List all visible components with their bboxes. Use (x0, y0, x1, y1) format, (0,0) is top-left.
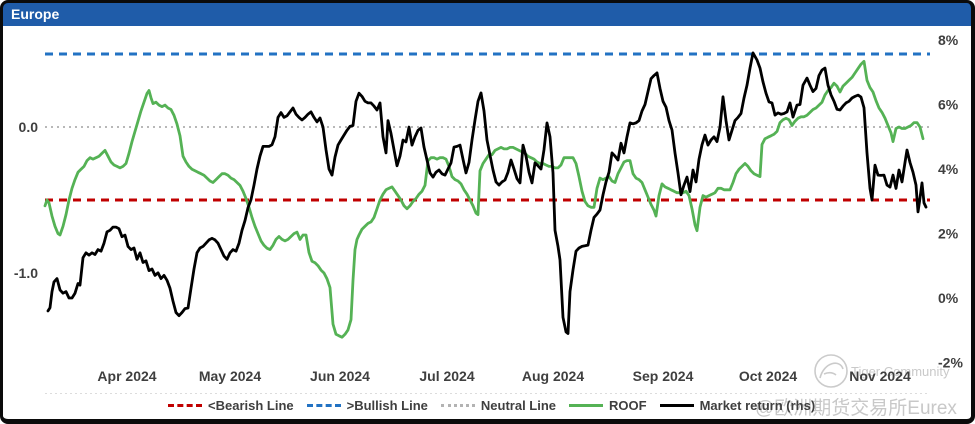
right-axis-tick: 0% (938, 290, 959, 306)
legend-label: <Bearish Line (208, 397, 294, 413)
legend-item-neutral-line: Neutral Line (440, 397, 557, 413)
legend-swatch (569, 403, 604, 407)
watermark-text: Tiger Community (851, 364, 950, 379)
x-axis-label: Aug 2024 (522, 368, 584, 384)
legend-swatch (659, 403, 694, 407)
legend-label: Neutral Line (480, 397, 557, 413)
right-axis-tick: 2% (938, 226, 959, 242)
right-axis-tick: 8% (938, 32, 959, 48)
x-axis-label: Apr 2024 (97, 368, 156, 384)
legend-item--bullish-line: >Bullish Line (306, 397, 428, 413)
legend-label: >Bullish Line (346, 397, 428, 413)
right-axis-tick: 4% (938, 161, 959, 177)
watermark-logo (814, 354, 848, 388)
watermark-logo-glyph (819, 362, 844, 379)
legend-swatch (306, 403, 341, 407)
right-axis-tick: 6% (938, 97, 959, 113)
x-axis-label: Jul 2024 (419, 368, 474, 384)
legend-label: ROOF (609, 397, 647, 413)
left-axis-tick: 0.0 (19, 119, 39, 135)
legend-item-market-return--rhs-: Market return (rhs) (659, 397, 816, 413)
x-axis-label: Nov 2024 (849, 368, 911, 384)
roof-line (43, 59, 925, 339)
x-axis-label: Oct 2024 (739, 368, 798, 384)
right-axis-tick: -2% (938, 355, 963, 371)
chart-legend: <Bearish Line >Bullish Line Neutral Line RO… (168, 394, 815, 416)
chart-title-bar: Europe (3, 3, 971, 26)
page-title: Europe (11, 6, 60, 22)
watermark-footer-text: @欧洲期货交易所Eurex (755, 397, 957, 419)
legend-item--bearish-line: <Bearish Line (168, 398, 294, 413)
x-axis-label: Jun 2024 (310, 368, 370, 384)
x-axis-label: May 2024 (199, 368, 261, 384)
legend-swatch (168, 403, 202, 407)
x-axis-label: Sep 2024 (633, 368, 694, 384)
left-axis-tick: -1.0 (14, 265, 38, 281)
market-return-line (46, 51, 928, 335)
legend-item-roof: ROOF (569, 398, 647, 413)
legend-label: Market return (rhs) (699, 397, 816, 413)
legend-swatch (440, 403, 475, 407)
